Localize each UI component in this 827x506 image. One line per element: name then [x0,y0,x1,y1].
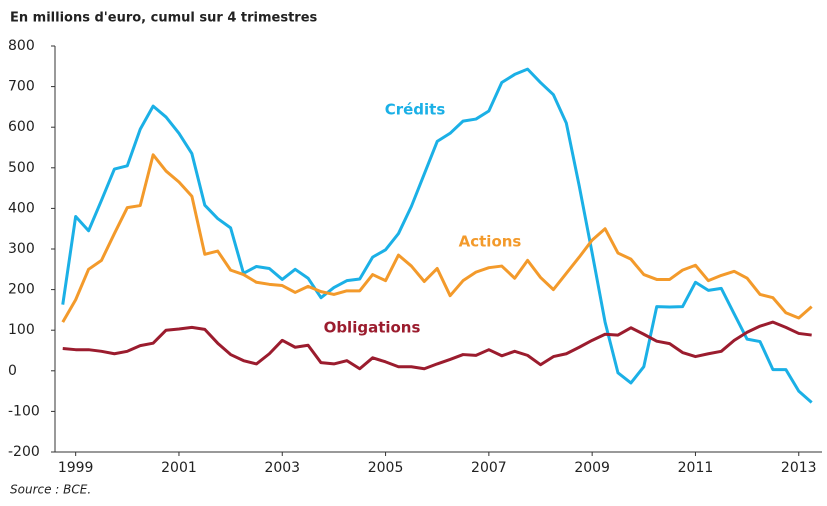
x-tick-label: 2009 [574,460,610,476]
y-tick-label: 700 [8,79,35,95]
y-tick-label: -100 [8,403,40,419]
x-tick-label: 2003 [264,460,300,476]
source: Source : BCE. [10,483,91,497]
y-tick-label: 400 [8,200,35,216]
y-tick-label: 0 [8,363,17,379]
y-tick-label: 200 [8,282,35,298]
x-tick-label: 2007 [471,460,507,476]
x-tick-label: 1999 [58,460,94,476]
y-tick-label: 800 [8,38,35,54]
series-label: Obligations [324,319,421,337]
y-tick-label: 300 [8,241,35,257]
series-line [62,320,812,371]
series-line [61,153,813,323]
y-tick-label: 600 [8,119,35,135]
x-tick-label: 2011 [678,460,714,476]
series-line [61,67,813,404]
series-label: Crédits [385,101,446,119]
x-tick-label: 2013 [781,460,817,476]
y-tick-label: -200 [8,444,40,460]
y-tick-label: 500 [8,160,35,176]
series-label: Actions [459,233,522,251]
y-tick-label: 100 [8,322,35,338]
x-tick-label: 2005 [368,460,404,476]
chart-title: En millions d'euro, cumul sur 4 trimestr… [10,11,318,26]
x-tick-label: 2001 [161,460,197,476]
